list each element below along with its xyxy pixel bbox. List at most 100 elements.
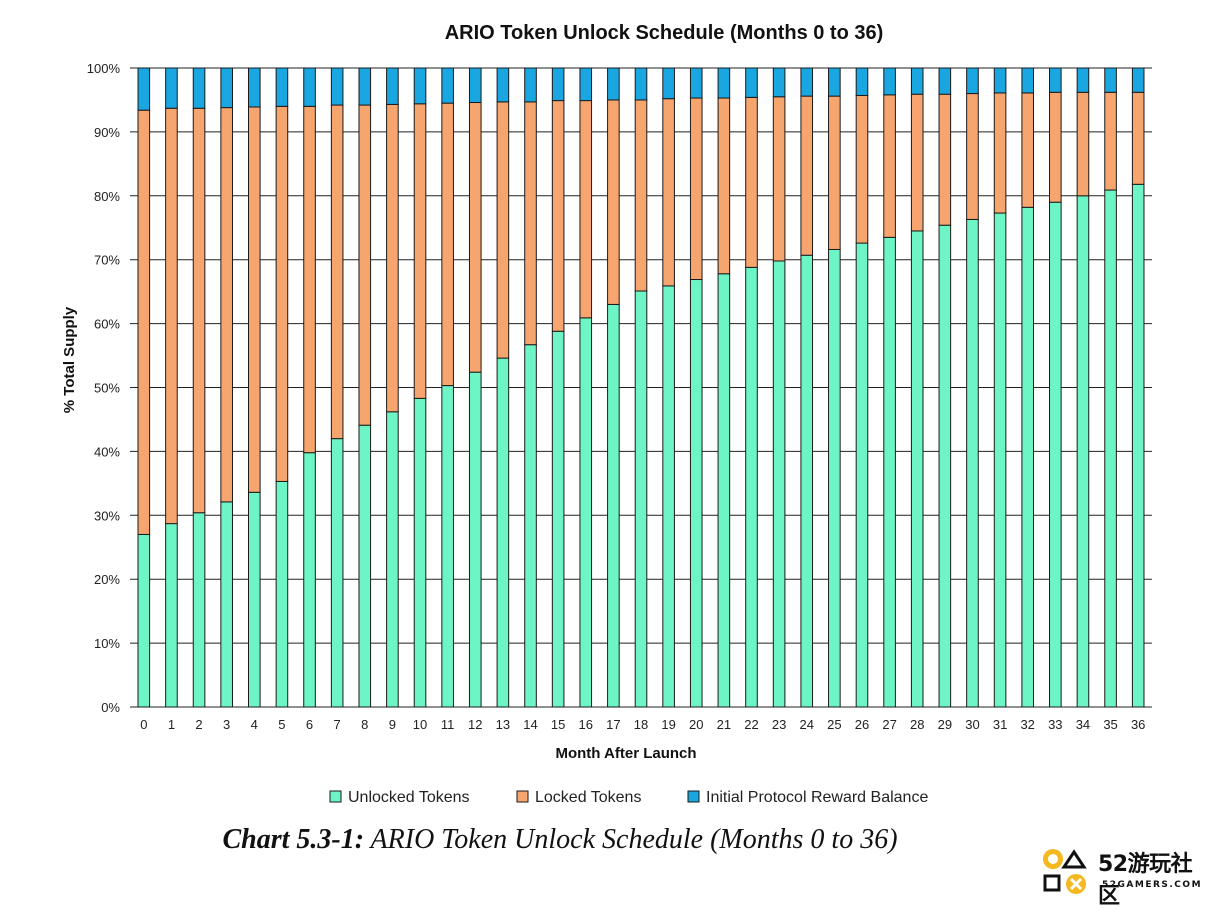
bar-segment	[993, 92, 1007, 214]
bar-segment	[303, 105, 316, 454]
bar-segment	[165, 523, 178, 708]
bar-segment	[1021, 206, 1035, 708]
bar-segment	[303, 67, 316, 107]
bar-segment	[883, 94, 896, 238]
bar-segment	[358, 424, 372, 708]
bar-segment	[745, 96, 758, 268]
y-tick-label: 0%	[101, 700, 120, 715]
bar-segment	[855, 67, 869, 96]
bar-segment	[137, 109, 151, 535]
x-tick-label: 2	[195, 717, 202, 732]
bar-segment	[910, 230, 924, 708]
bar-segment	[441, 385, 454, 708]
bar-segment	[634, 290, 648, 708]
caption-text: ARIO Token Unlock Schedule (Months 0 to …	[364, 824, 898, 855]
bar-segment	[247, 491, 261, 708]
logo-text: 52游玩社区	[1098, 852, 1193, 909]
bar-segment	[910, 93, 924, 232]
x-tick-label: 8	[361, 717, 368, 732]
bar-segment	[275, 480, 289, 708]
bar-segment	[607, 303, 620, 708]
bar-segment	[468, 102, 482, 373]
bar-segment	[938, 93, 952, 226]
bar-segment	[828, 95, 841, 250]
y-tick-label: 90%	[94, 125, 120, 140]
bar-segment	[800, 254, 814, 708]
bar-segment	[165, 67, 178, 109]
x-axis-ticks: 0 1 2 3 4 5 6 7 8 9 10 11 12 13 14 15 16 17 18 19 20 21 22 23 24…	[140, 717, 1145, 732]
bar-segment	[938, 224, 952, 708]
legend-swatch	[516, 790, 529, 803]
bar-segment	[247, 67, 261, 108]
bar-segment	[717, 97, 731, 275]
bar-segment	[496, 101, 510, 359]
bar-segment	[441, 67, 454, 104]
bar-segment	[358, 104, 372, 426]
bar-segment	[607, 67, 620, 101]
bar-segment	[551, 100, 565, 332]
bar-segment	[524, 101, 537, 346]
y-tick-label: 20%	[94, 572, 120, 587]
bar-segment	[358, 67, 372, 106]
bar-segment	[883, 236, 896, 708]
bar-segment	[1049, 67, 1062, 93]
bar-segment	[689, 279, 703, 708]
bar-segment	[496, 67, 510, 103]
x-tick-label: 36	[1131, 717, 1145, 732]
bar-segment	[634, 99, 648, 292]
x-tick-label: 10	[413, 717, 427, 732]
bar-segment	[883, 67, 896, 96]
x-tick-label: 24	[799, 717, 813, 732]
bar-segment	[165, 107, 178, 525]
x-tick-label: 15	[551, 717, 565, 732]
bar-segment	[1131, 91, 1145, 185]
bar-segment	[607, 99, 620, 305]
x-tick-label: 29	[938, 717, 952, 732]
x-axis-label: Month After Launch	[555, 745, 696, 762]
bar-segment	[413, 103, 427, 399]
bar-segment	[220, 501, 233, 708]
chart-title: ARIO Token Unlock Schedule (Months 0 to …	[445, 22, 884, 44]
bar-segment	[1104, 67, 1117, 93]
bar-segment	[220, 67, 233, 109]
y-tick-label: 80%	[94, 189, 120, 204]
legend-label: Unlocked Tokens	[348, 789, 470, 806]
bar-segment	[137, 67, 151, 111]
bar-segment	[966, 218, 979, 708]
bar-segment	[717, 67, 731, 99]
x-tick-label: 25	[827, 717, 841, 732]
x-tick-label: 33	[1048, 717, 1062, 732]
y-tick-label: 60%	[94, 317, 120, 332]
figure-caption: Chart 5.3-1: ARIO Token Unlock Schedule …	[0, 824, 1120, 856]
bar-segment	[1049, 91, 1062, 203]
x-tick-label: 9	[389, 717, 396, 732]
bar-segment	[1049, 201, 1062, 708]
bar-segment	[828, 67, 841, 97]
x-tick-label: 31	[993, 717, 1007, 732]
bar-segment	[275, 67, 289, 107]
bar-segment	[855, 94, 869, 244]
bar-segment	[330, 67, 344, 106]
x-tick-label: 27	[882, 717, 896, 732]
legend-label: Initial Protocol Reward Balance	[706, 789, 928, 806]
legend-label: Locked Tokens	[535, 789, 641, 806]
stacked-bar-chart: ARIO Token Unlock Schedule (Months 0 to …	[61, 22, 1152, 806]
bar-segment	[386, 67, 399, 105]
bar-segment	[1104, 189, 1117, 708]
x-tick-label: 13	[496, 717, 510, 732]
x-tick-label: 7	[334, 717, 341, 732]
bar-segment	[330, 104, 344, 440]
bar-segment	[662, 98, 675, 287]
gamepad-symbols-icon	[1043, 849, 1087, 894]
bar-segment	[386, 103, 399, 413]
bar-segment	[579, 100, 593, 319]
bar-segment	[800, 95, 814, 256]
x-tick-label: 12	[468, 717, 482, 732]
bar-segment	[662, 285, 675, 708]
bar-segment	[717, 273, 731, 708]
x-tick-label: 0	[140, 717, 147, 732]
y-tick-label: 50%	[94, 381, 120, 396]
bars	[137, 67, 1145, 708]
x-tick-label: 32	[1020, 717, 1034, 732]
bar-segment	[772, 260, 786, 708]
